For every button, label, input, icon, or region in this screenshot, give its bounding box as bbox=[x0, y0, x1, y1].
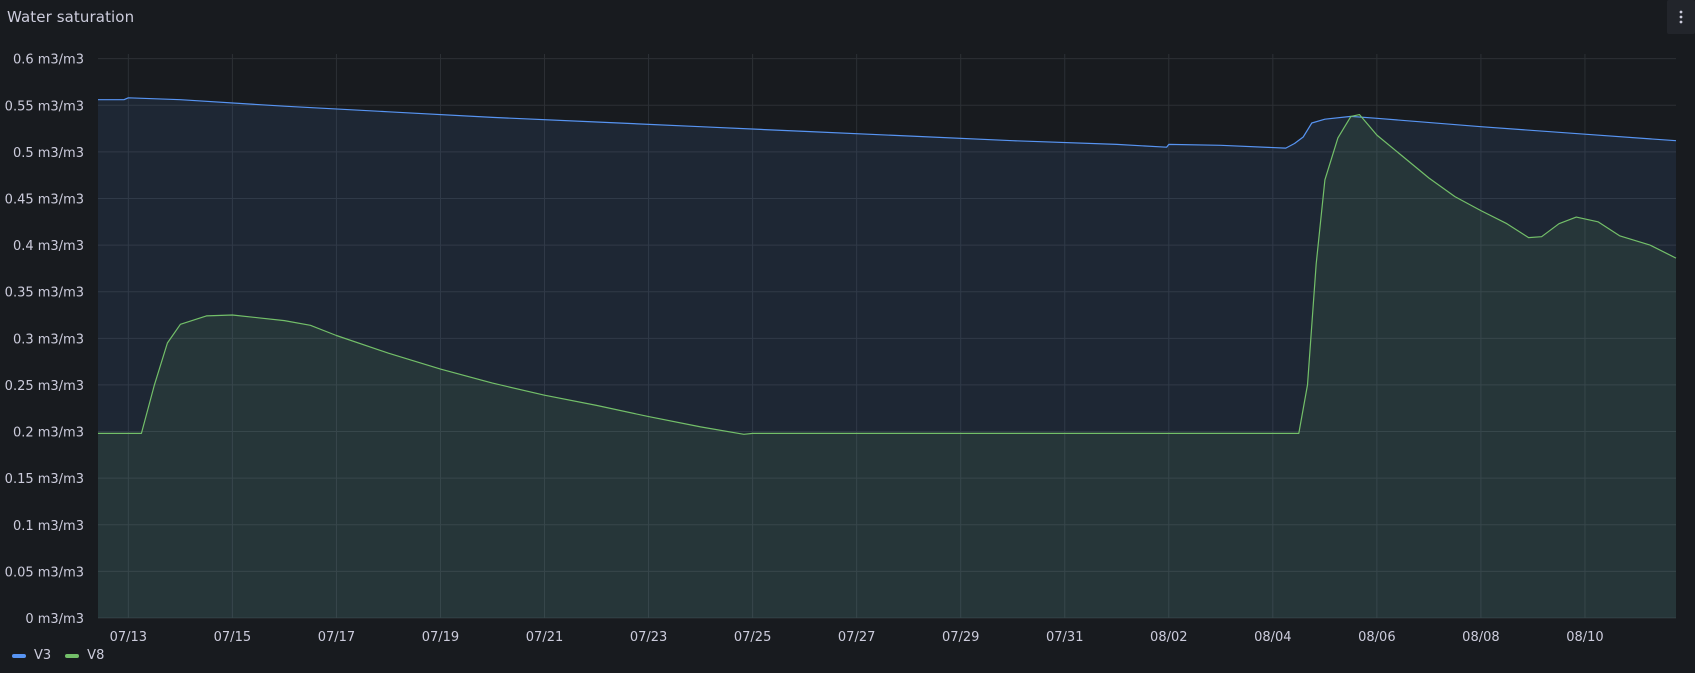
series-layer bbox=[98, 97, 1677, 618]
x-tick-label: 08/04 bbox=[1254, 630, 1291, 645]
panel-title: Water saturation bbox=[7, 8, 135, 26]
series-area-v8 bbox=[98, 114, 1676, 618]
x-tick-label: 08/08 bbox=[1462, 630, 1499, 645]
y-axis: 0 m3/m3 0.05 m3/m3 0.1 m3/m3 0.15 m3/m3 0.2 … bbox=[5, 53, 84, 627]
legend-swatch bbox=[12, 653, 26, 658]
y-tick-label: 0.55 m3/m3 bbox=[5, 99, 84, 114]
x-tick-label: 07/31 bbox=[1046, 630, 1083, 645]
y-tick-label: 0.4 m3/m3 bbox=[13, 239, 84, 254]
x-tick-label: 08/02 bbox=[1150, 630, 1187, 645]
y-tick-label: 0.5 m3/m3 bbox=[13, 146, 84, 161]
series-area-v3 bbox=[98, 97, 1676, 618]
y-tick-label: 0.6 m3/m3 bbox=[13, 53, 84, 68]
legend-label: V3 bbox=[34, 648, 52, 663]
x-tick-label: 07/19 bbox=[422, 630, 459, 645]
y-tick-label: 0.35 m3/m3 bbox=[5, 286, 84, 301]
y-tick-label: 0 m3/m3 bbox=[25, 612, 84, 627]
y-tick-label: 0.2 m3/m3 bbox=[13, 426, 84, 441]
panel-menu-button[interactable] bbox=[1667, 0, 1695, 34]
x-tick-label: 07/17 bbox=[318, 630, 355, 645]
x-tick-label: 07/29 bbox=[942, 630, 979, 645]
x-axis: 07/13 07/15 07/17 07/19 07/21 07/23 07/25 07/27… bbox=[110, 630, 1604, 645]
series-line-v8[interactable] bbox=[98, 114, 1677, 435]
x-tick-label: 07/21 bbox=[526, 630, 563, 645]
y-tick-label: 0.25 m3/m3 bbox=[5, 379, 84, 394]
x-tick-label: 07/25 bbox=[734, 630, 771, 645]
y-tick-label: 0.05 m3/m3 bbox=[5, 565, 84, 580]
legend-item-v3[interactable]: V3 bbox=[12, 648, 51, 663]
legend-label: V8 bbox=[87, 648, 105, 663]
y-tick-label: 0.45 m3/m3 bbox=[5, 192, 84, 207]
x-tick-label: 07/13 bbox=[110, 630, 147, 645]
grid bbox=[98, 54, 1676, 619]
x-tick-label: 07/23 bbox=[630, 630, 667, 645]
legend-swatch bbox=[65, 653, 80, 658]
legend: V3 V8 bbox=[12, 648, 104, 663]
x-tick-label: 07/27 bbox=[838, 630, 875, 645]
y-tick-label: 0.15 m3/m3 bbox=[5, 472, 84, 487]
x-tick-label: 07/15 bbox=[214, 630, 251, 645]
series-line-v3[interactable] bbox=[98, 97, 1677, 149]
y-tick-label: 0.3 m3/m3 bbox=[13, 332, 84, 347]
legend-item-v8[interactable]: V8 bbox=[65, 648, 104, 663]
y-tick-label: 0.1 m3/m3 bbox=[13, 519, 84, 534]
x-tick-label: 08/10 bbox=[1566, 630, 1603, 645]
x-tick-label: 08/06 bbox=[1358, 630, 1395, 645]
kebab-vertical-icon bbox=[1679, 10, 1683, 24]
